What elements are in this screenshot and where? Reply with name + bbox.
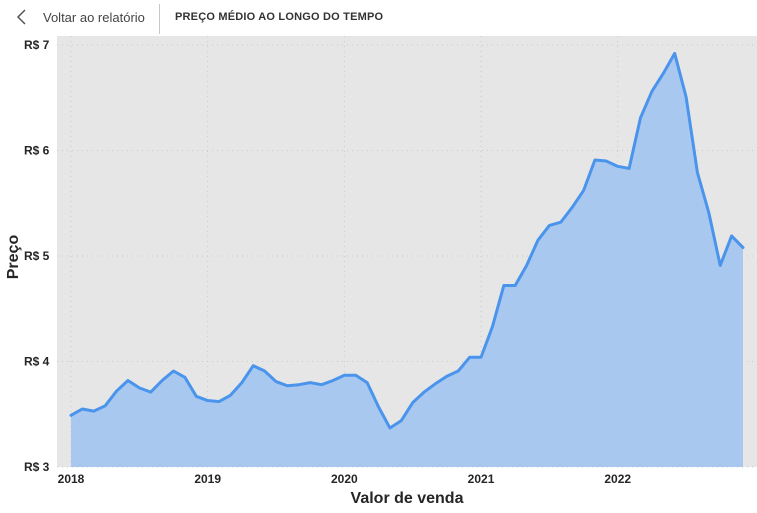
data-point (115, 390, 118, 393)
data-point (92, 410, 95, 413)
data-point (104, 404, 107, 407)
data-point (354, 374, 357, 377)
data-point (309, 381, 312, 384)
y-tick-label: R$ 5 (24, 249, 50, 263)
data-point (400, 419, 403, 422)
data-point (616, 165, 619, 168)
data-point (593, 159, 596, 162)
data-point (377, 405, 380, 408)
x-tick-label: 2022 (604, 472, 631, 486)
data-point (536, 239, 539, 242)
back-to-report-button[interactable]: Voltar ao relatório (0, 0, 160, 34)
data-point (696, 171, 699, 174)
data-point (343, 374, 346, 377)
data-point (240, 381, 243, 384)
data-point (411, 401, 414, 404)
y-tick-label: R$ 7 (24, 38, 50, 52)
data-point (514, 284, 517, 287)
data-point (480, 356, 483, 359)
top-bar: Voltar ao relatório PREÇO MÉDIO AO LONGO… (0, 0, 757, 37)
data-point (628, 167, 631, 170)
x-tick-label: 2019 (194, 472, 221, 486)
data-point (730, 234, 733, 237)
data-point (172, 370, 175, 373)
data-point (229, 394, 232, 397)
data-point (445, 375, 448, 378)
data-point (81, 407, 84, 410)
data-point (650, 90, 653, 93)
x-tick-label: 2020 (331, 472, 358, 486)
series-area (71, 53, 743, 467)
y-tick-label: R$ 6 (24, 144, 50, 158)
data-point (423, 391, 426, 394)
data-point (559, 221, 562, 224)
data-point (263, 370, 266, 373)
data-point (206, 399, 209, 402)
data-point (719, 264, 722, 267)
back-to-report-label: Voltar ao relatório (43, 10, 145, 25)
chart-container: R$ 3 R$ 4 R$ 5 R$ 6 R$ 7 2018 2019 2020 2021 2022… (0, 36, 757, 513)
series-line (69, 51, 745, 430)
y-axis-title: Preço (5, 235, 22, 280)
data-point (525, 264, 528, 267)
x-tick-label: 2018 (58, 472, 85, 486)
data-point (639, 116, 642, 119)
data-point (662, 72, 665, 75)
data-point (491, 325, 494, 328)
data-point (388, 426, 391, 429)
data-point (685, 95, 688, 98)
data-point (434, 382, 437, 385)
y-tick-label: R$ 3 (24, 460, 50, 474)
data-point (275, 380, 278, 383)
data-point (605, 160, 608, 163)
data-point (183, 376, 186, 379)
y-tick-label: R$ 4 (24, 355, 50, 369)
data-point (138, 386, 141, 389)
data-point (286, 384, 289, 387)
data-point (468, 356, 471, 359)
x-axis-title: Valor de venda (351, 490, 464, 507)
data-point (457, 370, 460, 373)
data-point (195, 395, 198, 398)
x-tick-label: 2021 (468, 472, 495, 486)
data-point (70, 414, 73, 417)
data-point (742, 246, 745, 249)
page-title: PREÇO MÉDIO AO LONGO DO TEMPO (175, 11, 384, 23)
data-point (366, 381, 369, 384)
data-point (297, 383, 300, 386)
data-point (218, 400, 221, 403)
data-point (707, 211, 710, 214)
data-point (673, 52, 676, 55)
price-area-chart: R$ 3 R$ 4 R$ 5 R$ 6 R$ 7 2018 2019 2020 2021 2022… (5, 36, 757, 507)
data-point (582, 189, 585, 192)
data-point (161, 379, 164, 382)
chevron-left-icon (16, 9, 26, 25)
data-point (149, 391, 152, 394)
header-divider (159, 4, 160, 34)
data-point (331, 379, 334, 382)
data-point (502, 284, 505, 287)
data-point (320, 383, 323, 386)
data-point (571, 206, 574, 209)
data-point (126, 379, 129, 382)
data-point (548, 224, 551, 227)
data-point (252, 364, 255, 367)
